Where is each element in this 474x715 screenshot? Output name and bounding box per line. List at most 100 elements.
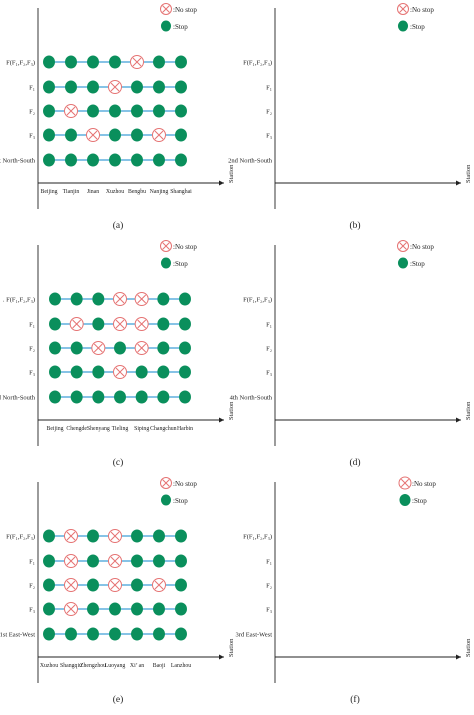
- station-label: Beijing: [40, 189, 57, 195]
- stop-marker: [153, 554, 165, 568]
- stop-marker: [153, 55, 165, 69]
- row-label: F₂: [266, 583, 272, 590]
- stop-marker: [43, 529, 55, 543]
- legend-stop-label: :Stop: [173, 497, 188, 505]
- legend-stop-label: :Stop: [412, 497, 427, 505]
- stop-marker: [114, 390, 126, 404]
- stop-marker: [43, 104, 55, 118]
- stop-marker: [87, 153, 99, 167]
- nostop-marker: [86, 128, 100, 142]
- stop-marker: [109, 104, 121, 118]
- panel-caption: (f): [350, 694, 360, 705]
- row-label: F₁: [29, 85, 35, 92]
- stop-marker: [87, 80, 99, 94]
- stop-marker: [109, 602, 121, 616]
- row-label: F₁: [29, 559, 35, 566]
- legend-stop-marker: [160, 257, 172, 269]
- row-label: F₂: [266, 109, 272, 116]
- row-label: . F(F₁,F₂,F₃): [3, 297, 35, 304]
- stop-marker: [70, 365, 83, 379]
- stop-marker: [153, 529, 165, 543]
- stop-marker: [157, 390, 170, 404]
- stop-marker: [175, 602, 187, 616]
- stop-marker: [109, 55, 121, 69]
- stop-marker: [43, 128, 55, 142]
- stop-marker: [153, 627, 165, 641]
- panel-b: :No stop:Stop Station F(F₁,F₂,F₃) F₁ F₂ F₃ 2nd…: [228, 3, 472, 231]
- nostop-marker: [134, 317, 149, 331]
- stop-marker: [43, 602, 55, 616]
- row-label: 1st North-South: [0, 158, 36, 165]
- stop-marker: [70, 292, 83, 306]
- axis-label-station: Station: [465, 164, 472, 183]
- station-label: Tianjin: [63, 189, 80, 195]
- x-axis-arrow: [219, 417, 224, 423]
- stop-marker: [131, 602, 143, 616]
- panel-caption: (e): [113, 694, 124, 705]
- legend-stop-label: :Stop: [173, 23, 188, 31]
- stop-marker: [157, 341, 170, 355]
- nostop-marker: [64, 602, 78, 616]
- stop-marker: [87, 627, 99, 641]
- row-label: 3rd North-South: [0, 395, 36, 402]
- stop-marker: [49, 341, 61, 355]
- stop-marker: [43, 627, 55, 641]
- stop-marker: [92, 292, 105, 306]
- stop-marker: [175, 529, 187, 543]
- legend-stop-marker: [397, 257, 409, 269]
- row-label: F₃: [29, 607, 35, 614]
- stop-marker: [135, 390, 148, 404]
- station-label: Shangqiu: [60, 663, 82, 669]
- nostop-marker: [64, 104, 78, 118]
- stop-marker: [175, 80, 187, 94]
- stop-marker: [175, 55, 187, 69]
- x-axis-arrow: [219, 654, 224, 660]
- row-label: F₂: [29, 583, 35, 590]
- stop-marker: [179, 341, 191, 355]
- stop-marker: [131, 80, 143, 94]
- stop-marker: [179, 292, 191, 306]
- stop-marker: [43, 554, 55, 568]
- nostop-marker: [130, 55, 144, 69]
- legend-stop-label: :Stop: [173, 260, 188, 268]
- nostop-marker: [113, 292, 127, 306]
- legend-nostop-label: :No stop: [173, 480, 197, 488]
- stop-marker: [135, 365, 148, 379]
- row-label: F₃: [266, 607, 272, 614]
- row-label: F(F₁,F₂,F₃): [243, 60, 272, 67]
- station-label: Jinan: [87, 189, 99, 195]
- row-label: F₁: [266, 85, 272, 92]
- stop-marker: [109, 128, 121, 142]
- legend-stop-marker: [160, 20, 172, 32]
- panel-caption: (b): [349, 220, 360, 231]
- stop-marker: [87, 104, 99, 118]
- station-label: Siping: [134, 426, 149, 432]
- nostop-marker: [152, 128, 166, 142]
- row-label: F₁: [266, 559, 272, 566]
- stop-marker: [157, 365, 170, 379]
- stop-marker: [179, 390, 191, 404]
- row-label: F(F₁,F₂,F₃): [243, 534, 272, 541]
- stop-marker: [87, 602, 99, 616]
- legend-nostop-marker: [160, 477, 172, 489]
- station-label: Baoji: [153, 663, 166, 669]
- panel-f: :No stop:Stop Station F(F₁,F₂,F₃) F₁ F₂ F₃ 3rd…: [236, 476, 472, 705]
- stop-marker: [87, 578, 99, 592]
- nostop-marker: [113, 365, 127, 379]
- row-label: F₂: [29, 346, 35, 353]
- panel-caption: (c): [113, 457, 124, 468]
- panel-a: :No stop:Stop Station F(F₁,F₂,F₃) F₁ F₂ F₃ 1st…: [0, 3, 235, 231]
- legend-nostop-marker: [397, 240, 409, 252]
- station-label: Luoyang: [105, 663, 126, 669]
- stop-marker: [157, 317, 170, 331]
- row-label: F₂: [29, 109, 35, 116]
- stop-marker: [70, 390, 83, 404]
- stop-marker: [157, 292, 170, 306]
- panel-d: :No stop:Stop Station F(F₁,F₂,F₃) F₁ F₂ F₃ 4th…: [230, 240, 472, 468]
- station-label: Zhengzhou: [80, 663, 106, 669]
- stop-marker: [49, 365, 61, 379]
- station-label: Bengbu: [128, 189, 146, 195]
- legend-nostop-label: :No stop: [173, 6, 197, 14]
- nostop-marker: [64, 529, 78, 543]
